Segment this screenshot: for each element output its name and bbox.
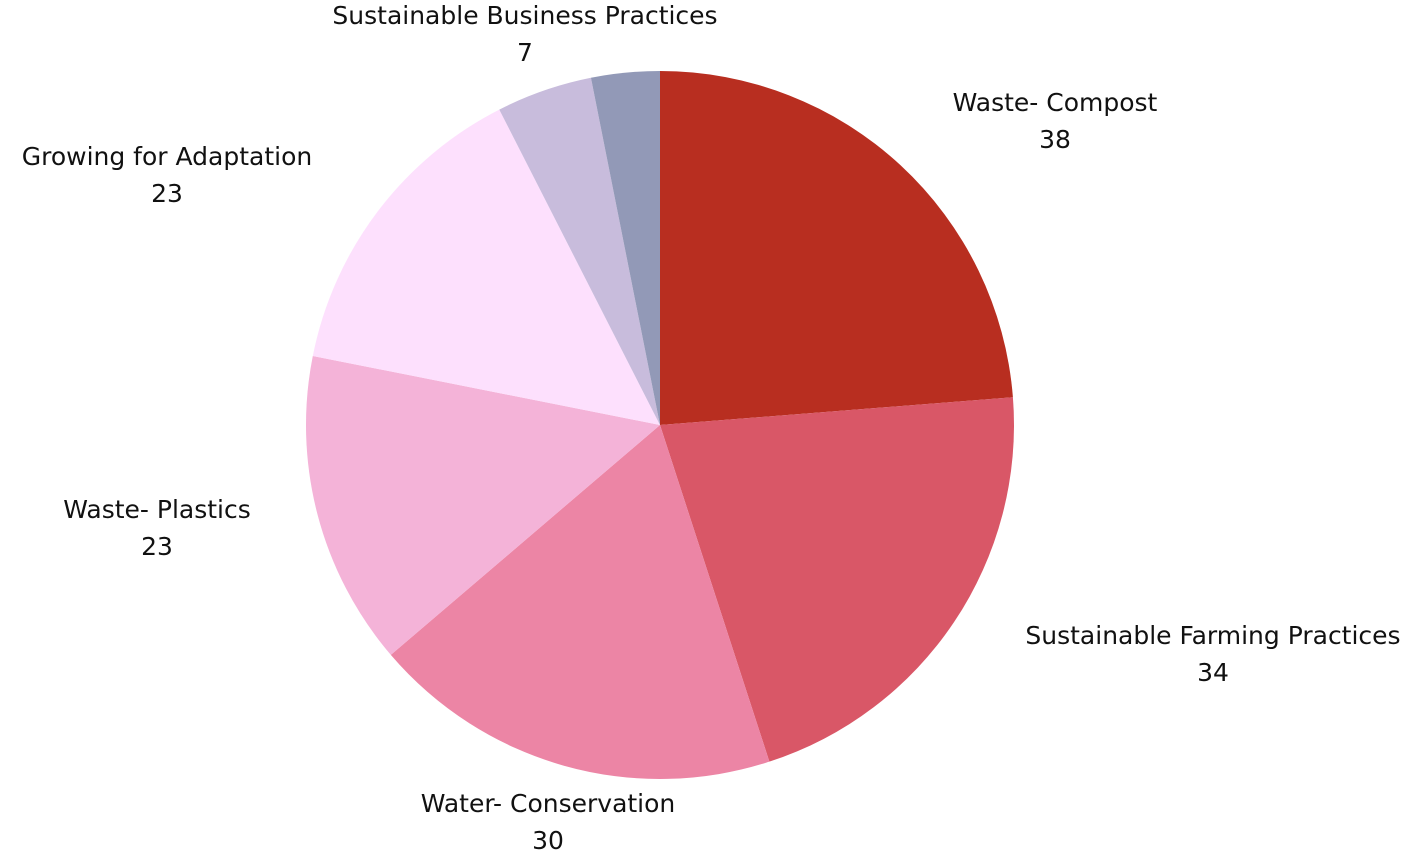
slice-label-value: 38 [1039,125,1071,154]
slice-label-value: 34 [1197,658,1229,687]
pie-slice-4 [306,355,660,655]
pie-slice-5 [312,109,660,425]
slice-label-name: Sustainable Business Practices [332,1,717,30]
pie-slice-2 [660,397,1015,762]
slice-label-5: Growing for Adaptation 23 [22,142,313,208]
slice-label-6: Sustainable Business Practices 7 [332,1,717,67]
slice-label-value: 30 [532,826,564,853]
slice-label-value: 7 [517,38,533,67]
pie-slice-6 [499,77,660,426]
slice-label-name: Sustainable Farming Practices [1025,621,1400,650]
slice-label-2: Sustainable Farming Practices 34 [1025,621,1400,687]
slice-label-name: Waste- Plastics [63,495,251,524]
slice-label-3: Water- Conservation 30 [421,789,676,853]
slice-label-name: Waste- Compost [953,88,1158,117]
pie-labels: Waste- Compost 38 Sustainable Farming Prac… [22,1,1401,853]
slice-label-value: 23 [151,179,183,208]
slice-label-1: Waste- Compost 38 [953,88,1158,154]
pie-slice-3 [390,425,770,779]
slice-label-4: Waste- Plastics 23 [63,495,251,561]
slice-label-name: Water- Conservation [421,789,676,818]
slice-label-value: 23 [141,532,173,561]
pie-slices [306,71,1015,779]
slice-label-name: Growing for Adaptation [22,142,313,171]
pie-slice-1 [660,71,1013,425]
pie-slice-7 [590,71,660,425]
